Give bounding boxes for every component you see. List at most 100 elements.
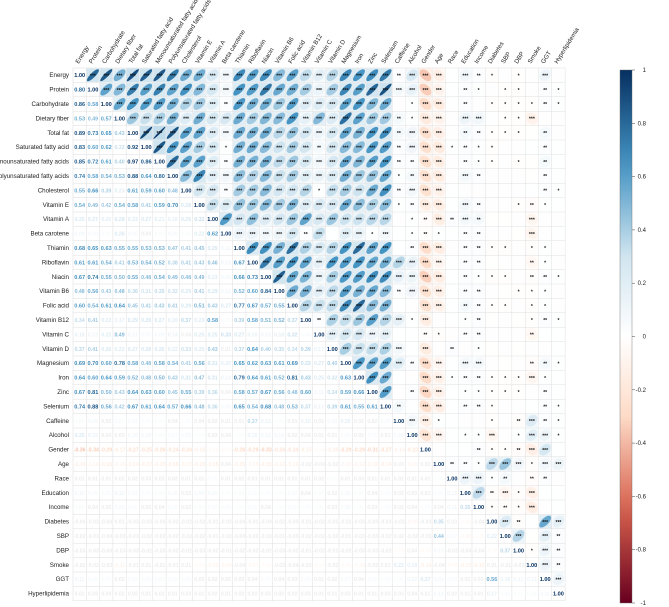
cell-background <box>366 226 379 241</box>
correlation-value: 0.48 <box>168 188 178 194</box>
correlation-value: 0.08 <box>208 491 218 497</box>
cell-background <box>538 327 552 342</box>
correlation-value: -0.24 <box>287 448 299 454</box>
correlation-value: 0.12 <box>221 289 231 295</box>
correlation-ellipse <box>326 270 339 283</box>
correlation-ellipse <box>299 299 312 312</box>
correlation-value: 0.66 <box>181 404 192 410</box>
cell-background <box>538 298 552 313</box>
correlation-ellipse <box>526 414 538 427</box>
significance-stars: *** <box>276 117 282 123</box>
significance-stars: *** <box>383 203 389 209</box>
cell-background <box>392 212 406 226</box>
row-label: Education <box>41 490 69 497</box>
significance-stars: ** <box>397 405 401 411</box>
correlation-value: -0.05 <box>220 448 232 454</box>
correlation-value: -0.11 <box>114 563 126 569</box>
correlation-ellipse <box>299 285 312 298</box>
correlation-ellipse <box>406 83 418 96</box>
correlation-value: -0.03 <box>366 548 378 554</box>
correlation-value: 0.41 <box>114 260 124 266</box>
cell-background <box>445 284 459 298</box>
correlation-ellipse <box>432 429 445 441</box>
correlation-value: -0.05 <box>459 520 471 526</box>
significance-stars: *** <box>223 117 229 123</box>
correlation-value: -0.14 <box>74 462 86 468</box>
correlation-value: 0.05 <box>354 505 364 511</box>
correlation-ellipse <box>526 256 538 269</box>
correlation-value: -0.02 <box>260 548 272 554</box>
cell-background <box>525 356 539 370</box>
correlation-ellipse <box>366 314 379 326</box>
correlation-value: -0.14 <box>380 462 392 468</box>
cell-background <box>512 298 525 313</box>
cell-background <box>485 169 499 183</box>
correlation-value: -0.02 <box>87 520 99 526</box>
correlation-value: -0.04 <box>473 520 485 526</box>
correlation-value: -0.02 <box>366 563 378 569</box>
correlation-value: 0.01 <box>314 433 324 439</box>
correlation-value: 0.58 <box>207 318 218 324</box>
cell-background <box>499 284 512 298</box>
correlation-value: 0.22 <box>394 563 404 569</box>
significance-stars: *** <box>356 88 362 94</box>
correlation-value: 0.01 <box>380 433 390 439</box>
correlation-ellipse <box>233 141 246 154</box>
significance-stars: *** <box>436 361 442 367</box>
significance-stars: *** <box>409 419 415 425</box>
correlation-value: 0.01 <box>181 563 191 569</box>
correlation-value: 0.01 <box>314 419 324 425</box>
cell-background <box>538 140 552 154</box>
correlation-value: 0.02 <box>234 476 244 482</box>
correlation-value: 0.02 <box>208 592 218 598</box>
correlation-value: 0.58 <box>234 390 245 396</box>
correlation-value: 0.02 <box>447 592 457 598</box>
correlation-value: 0.03 <box>354 476 364 482</box>
cell-background <box>459 140 472 154</box>
correlation-value: 1.00 <box>447 476 458 482</box>
correlation-value: 0.60 <box>247 289 258 295</box>
significance-stars: *** <box>303 102 309 108</box>
correlation-ellipse <box>339 314 352 326</box>
correlation-value: 1.00 <box>247 260 258 266</box>
cell-background <box>552 486 565 500</box>
correlation-value: 0.04 <box>221 433 231 439</box>
correlation-value: -0.02 <box>180 520 192 526</box>
correlation-value: -0.01 <box>300 520 312 526</box>
cell-background <box>499 212 512 226</box>
correlation-value: 0.03 <box>301 592 311 598</box>
correlation-value: -0.10 <box>114 462 126 468</box>
correlation-value: 0.05 <box>181 419 191 425</box>
correlation-value: 0.22 <box>168 347 178 353</box>
cell-background <box>445 198 459 212</box>
cell-background <box>552 126 565 140</box>
correlation-ellipse <box>259 184 272 197</box>
significance-stars: ** <box>397 289 401 295</box>
correlation-value: 0.02 <box>367 419 377 425</box>
correlation-ellipse <box>419 141 432 154</box>
correlation-value: 0.03 <box>141 505 151 511</box>
correlation-value: 1.00 <box>513 548 524 554</box>
correlation-value: 0.81 <box>88 390 99 396</box>
correlation-value: 0.31 <box>181 376 191 382</box>
correlation-ellipse <box>352 242 365 254</box>
correlation-value: 0.01 <box>75 476 85 482</box>
significance-stars: *** <box>316 203 322 209</box>
cell-background <box>552 442 565 457</box>
correlation-value: -0.03 <box>420 520 432 526</box>
correlation-ellipse <box>180 141 192 154</box>
correlation-value: 0.72 <box>88 160 99 166</box>
correlation-value: 1.00 <box>167 174 178 180</box>
significance-stars: ** <box>477 174 481 180</box>
significance-stars: *** <box>276 232 282 238</box>
correlation-ellipse <box>339 256 352 269</box>
correlation-value: 1.00 <box>314 332 325 338</box>
significance-stars: *** <box>436 88 442 94</box>
significance-stars: *** <box>329 73 335 79</box>
correlation-value: 0.39 <box>234 318 244 324</box>
cell-background <box>499 183 512 198</box>
significance-stars: * <box>438 232 440 238</box>
correlation-value: -0.36 <box>74 448 86 454</box>
correlation-ellipse <box>539 127 551 139</box>
correlation-ellipse <box>273 256 286 269</box>
